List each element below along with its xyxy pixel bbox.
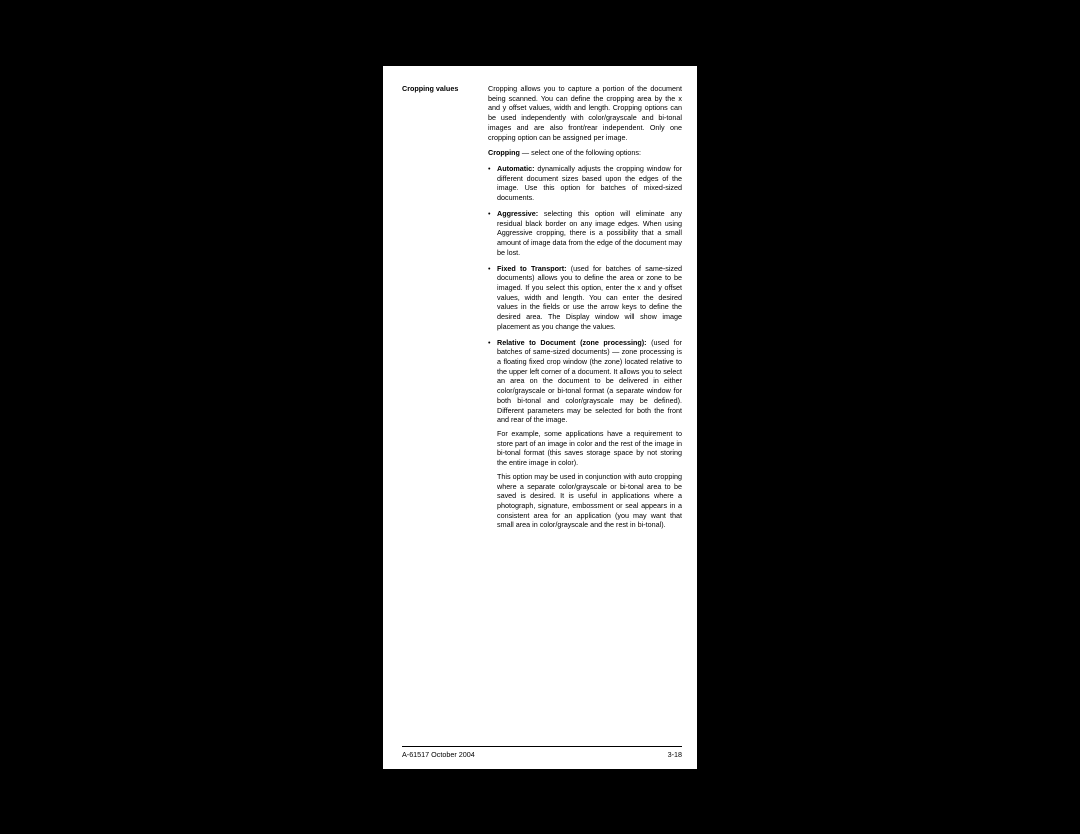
list-item: • Aggressive: selecting this option will… bbox=[488, 209, 682, 258]
list-item: • Relative to Document (zone processing)… bbox=[488, 338, 682, 531]
content-area: Cropping values Cropping allows you to c… bbox=[402, 84, 682, 739]
footer-right: 3-18 bbox=[668, 750, 682, 759]
cropping-lead-text: — select one of the following options: bbox=[520, 148, 641, 157]
section-row: Cropping values Cropping allows you to c… bbox=[402, 84, 682, 536]
cropping-label: Cropping bbox=[488, 148, 520, 157]
cropping-lead: Cropping — select one of the following o… bbox=[488, 148, 682, 158]
intro-paragraph: Cropping allows you to capture a portion… bbox=[488, 84, 682, 142]
sub-paragraph: For example, some applications have a re… bbox=[497, 429, 682, 468]
bullet-body: (used for batches of same-sized document… bbox=[497, 264, 682, 331]
bullet-term: Aggressive: bbox=[497, 209, 538, 218]
footer-left: A-61517 October 2004 bbox=[402, 750, 475, 759]
document-page: Cropping values Cropping allows you to c… bbox=[383, 66, 697, 769]
bullet-icon: • bbox=[488, 164, 497, 203]
sub-paragraph: This option may be used in conjunction w… bbox=[497, 472, 682, 530]
bullet-term: Automatic: bbox=[497, 164, 535, 173]
bullet-icon: • bbox=[488, 209, 497, 258]
bullet-text: Aggressive: selecting this option will e… bbox=[497, 209, 682, 258]
section-heading: Cropping values bbox=[402, 84, 488, 536]
page-footer: A-61517 October 2004 3-18 bbox=[402, 746, 682, 759]
bullet-icon: • bbox=[488, 264, 497, 332]
bullet-term: Relative to Document (zone processing): bbox=[497, 338, 647, 347]
bullet-body: (used for batches of same-sized document… bbox=[497, 338, 682, 425]
section-body: Cropping allows you to capture a portion… bbox=[488, 84, 682, 536]
bullet-text: Fixed to Transport: (used for batches of… bbox=[497, 264, 682, 332]
bullet-term: Fixed to Transport: bbox=[497, 264, 567, 273]
list-item: • Automatic: dynamically adjusts the cro… bbox=[488, 164, 682, 203]
bullet-text: Automatic: dynamically adjusts the cropp… bbox=[497, 164, 682, 203]
bullet-list: • Automatic: dynamically adjusts the cro… bbox=[488, 164, 682, 530]
bullet-text: Relative to Document (zone processing): … bbox=[497, 338, 682, 531]
list-item: • Fixed to Transport: (used for batches … bbox=[488, 264, 682, 332]
bullet-icon: • bbox=[488, 338, 497, 531]
